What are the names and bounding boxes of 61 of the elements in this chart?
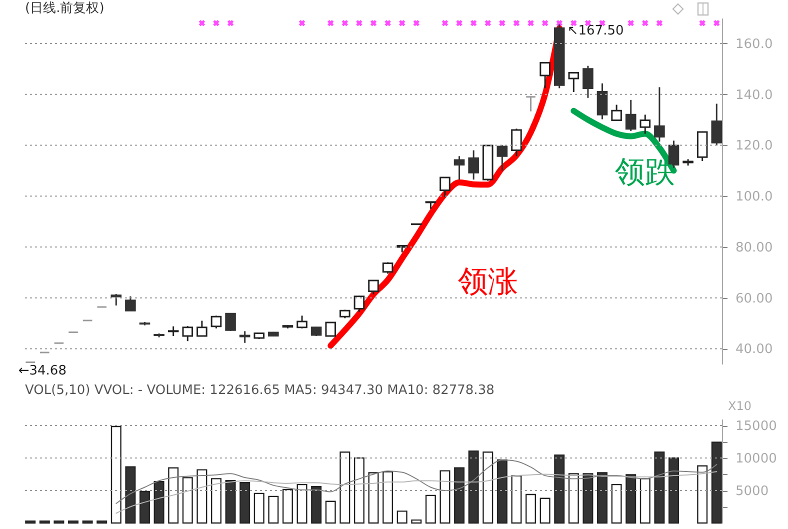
bar bbox=[582, 473, 594, 524]
candlestick bbox=[440, 176, 450, 198]
bar bbox=[225, 480, 236, 524]
candlestick bbox=[368, 279, 379, 296]
bar bbox=[668, 457, 679, 524]
bar bbox=[654, 452, 665, 524]
y-tick-label: 120.0 bbox=[736, 138, 773, 154]
chart-title: VOL(5,10) VVOL: - VOLUME: 122616.65 MA5: 94347.30 MA10: 82778.38 bbox=[25, 383, 494, 398]
candlestick bbox=[125, 296, 136, 312]
bar bbox=[626, 474, 636, 524]
candlestick bbox=[296, 314, 308, 330]
bar bbox=[311, 486, 322, 524]
candlestick bbox=[354, 295, 365, 313]
y-tick-label: 10000 bbox=[736, 452, 777, 466]
bar bbox=[554, 454, 565, 524]
candlestick bbox=[382, 261, 394, 274]
bar bbox=[454, 467, 465, 524]
bar bbox=[240, 482, 250, 524]
candlestick bbox=[568, 71, 580, 93]
annotation: ←34.68 bbox=[18, 363, 66, 378]
text: X10 bbox=[728, 399, 752, 413]
candlestick bbox=[540, 62, 550, 89]
bar bbox=[139, 490, 150, 524]
candlestick bbox=[640, 114, 651, 135]
y-tick-label: 140.0 bbox=[736, 88, 773, 103]
candlestick bbox=[468, 150, 479, 180]
candlestick bbox=[654, 86, 665, 142]
candlestick bbox=[210, 314, 222, 330]
candlestick bbox=[310, 326, 322, 337]
bar bbox=[496, 459, 508, 524]
candlestick bbox=[611, 104, 622, 122]
candlestick bbox=[110, 293, 122, 306]
bar bbox=[597, 472, 608, 524]
y-tick-label: 60.00 bbox=[736, 291, 773, 306]
line-series bbox=[116, 459, 718, 504]
bar bbox=[125, 466, 136, 524]
bar bbox=[154, 481, 164, 524]
candlestick bbox=[168, 326, 179, 337]
y-tick-label: 5000 bbox=[736, 484, 769, 499]
candlestick bbox=[182, 325, 194, 342]
annotation: ↖167.50 bbox=[567, 23, 624, 38]
candlestick bbox=[225, 312, 236, 332]
chart-title: (日线.前复权) bbox=[25, 1, 104, 16]
candlestick bbox=[325, 322, 336, 337]
candlestick bbox=[496, 144, 508, 172]
candlestick bbox=[625, 99, 636, 132]
line-series bbox=[116, 471, 718, 514]
y-tick-label: 15000 bbox=[736, 419, 777, 434]
y-tick-label: 40.00 bbox=[736, 342, 773, 358]
candlestick bbox=[582, 65, 594, 99]
y-tick-label: 100.0 bbox=[736, 190, 773, 205]
candlestick bbox=[196, 320, 208, 338]
y-tick-label: 80.00 bbox=[736, 240, 773, 256]
bar bbox=[711, 442, 722, 524]
candlestick bbox=[596, 82, 608, 120]
candlestick bbox=[511, 128, 522, 157]
candlestick bbox=[454, 155, 465, 180]
y-tick-label: 160.0 bbox=[736, 36, 773, 52]
bar bbox=[468, 450, 479, 524]
annotation: 领涨 bbox=[458, 264, 518, 300]
candlestick bbox=[239, 330, 250, 344]
